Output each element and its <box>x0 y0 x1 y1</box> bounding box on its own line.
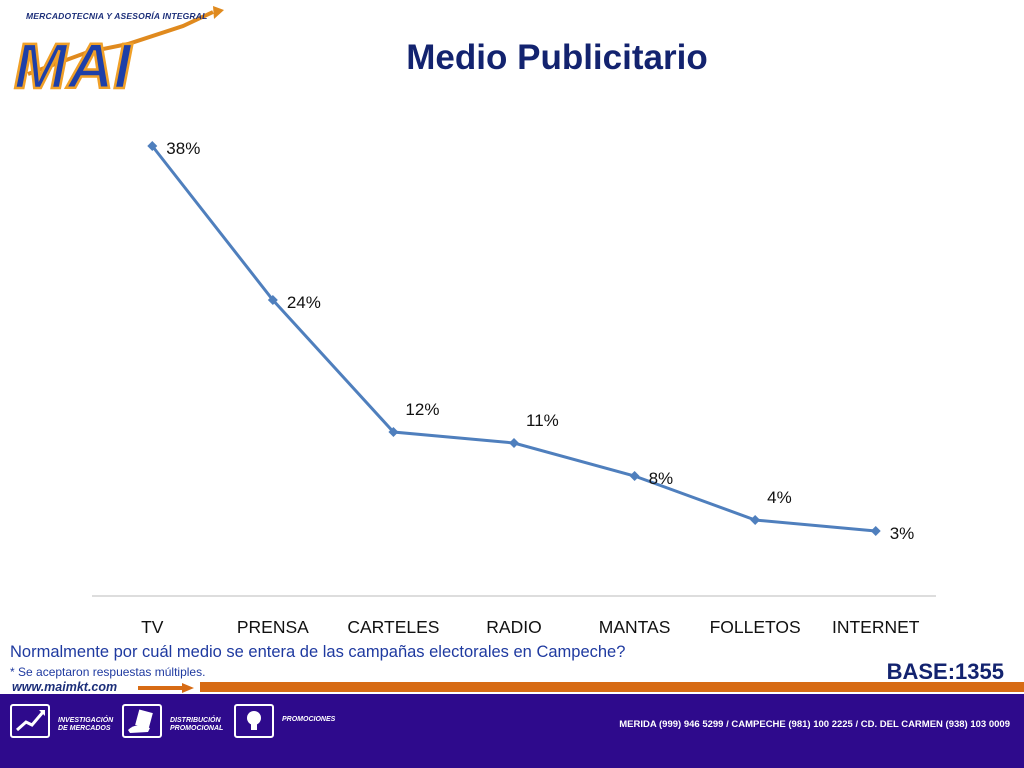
series-line <box>151 145 876 533</box>
contact-phones: MERIDA (999) 946 5299 / CAMPECHE (981) 1… <box>619 719 1010 730</box>
data-label: 4% <box>767 488 792 507</box>
data-label: 8% <box>649 469 674 488</box>
service-label: INVESTIGACIÓN DE MERCADOS <box>58 717 114 732</box>
data-point-folletos <box>750 515 761 525</box>
service-label: DISTRIBUCIÓN PROMOCIONAL <box>170 717 224 732</box>
page-title: Medio Publicitario <box>406 38 708 77</box>
orange-divider <box>0 682 1024 692</box>
x-tick-label: INTERNET <box>832 617 920 637</box>
logo-text: MAI <box>14 30 133 96</box>
x-tick-label: CARTELES <box>347 617 439 637</box>
data-point-radio <box>509 438 519 448</box>
data-point-internet <box>870 526 881 536</box>
data-point-prensa <box>267 295 278 305</box>
logo-caption: MERCADOTECNIA Y ASESORÍA INTEGRAL <box>26 11 208 21</box>
hand-flyer-icon <box>128 709 153 733</box>
website-link[interactable]: www.maimkt.com <box>12 680 118 694</box>
data-label: 24% <box>287 293 321 312</box>
x-tick-label: TV <box>141 617 164 637</box>
sample-base: BASE:1355 <box>886 659 1004 684</box>
footnote: * Se aceptaron respuestas múltiples. <box>10 665 206 679</box>
data-label: 38% <box>166 139 200 158</box>
survey-question: Normalmente por cuál medio se entera de … <box>10 643 626 661</box>
lightbulb-icon <box>247 711 261 730</box>
line-chart: 38% 24% 12% 11% 8% 4% 3% TV PRENSA CARTELES RADIO… <box>92 139 936 637</box>
x-tick-label: PRENSA <box>237 617 309 637</box>
service-label: PROMOCIONES <box>282 716 336 723</box>
data-label: 11% <box>526 411 559 430</box>
data-point-carteles <box>388 427 399 437</box>
data-label: 3% <box>890 524 915 543</box>
x-tick-label: MANTAS <box>599 617 671 637</box>
data-point-mantas <box>629 471 640 481</box>
data-label: 12% <box>405 400 439 419</box>
x-tick-label: FOLLETOS <box>710 617 801 637</box>
data-point-tv <box>147 141 158 151</box>
x-tick-label: RADIO <box>486 617 541 637</box>
mai-logo: MAI <box>8 4 230 103</box>
arrow-icon <box>138 683 194 693</box>
footer-band: INVESTIGACIÓN DE MERCADOS DISTRIBUCIÓN P… <box>0 694 1024 768</box>
chart-icon <box>16 710 45 732</box>
